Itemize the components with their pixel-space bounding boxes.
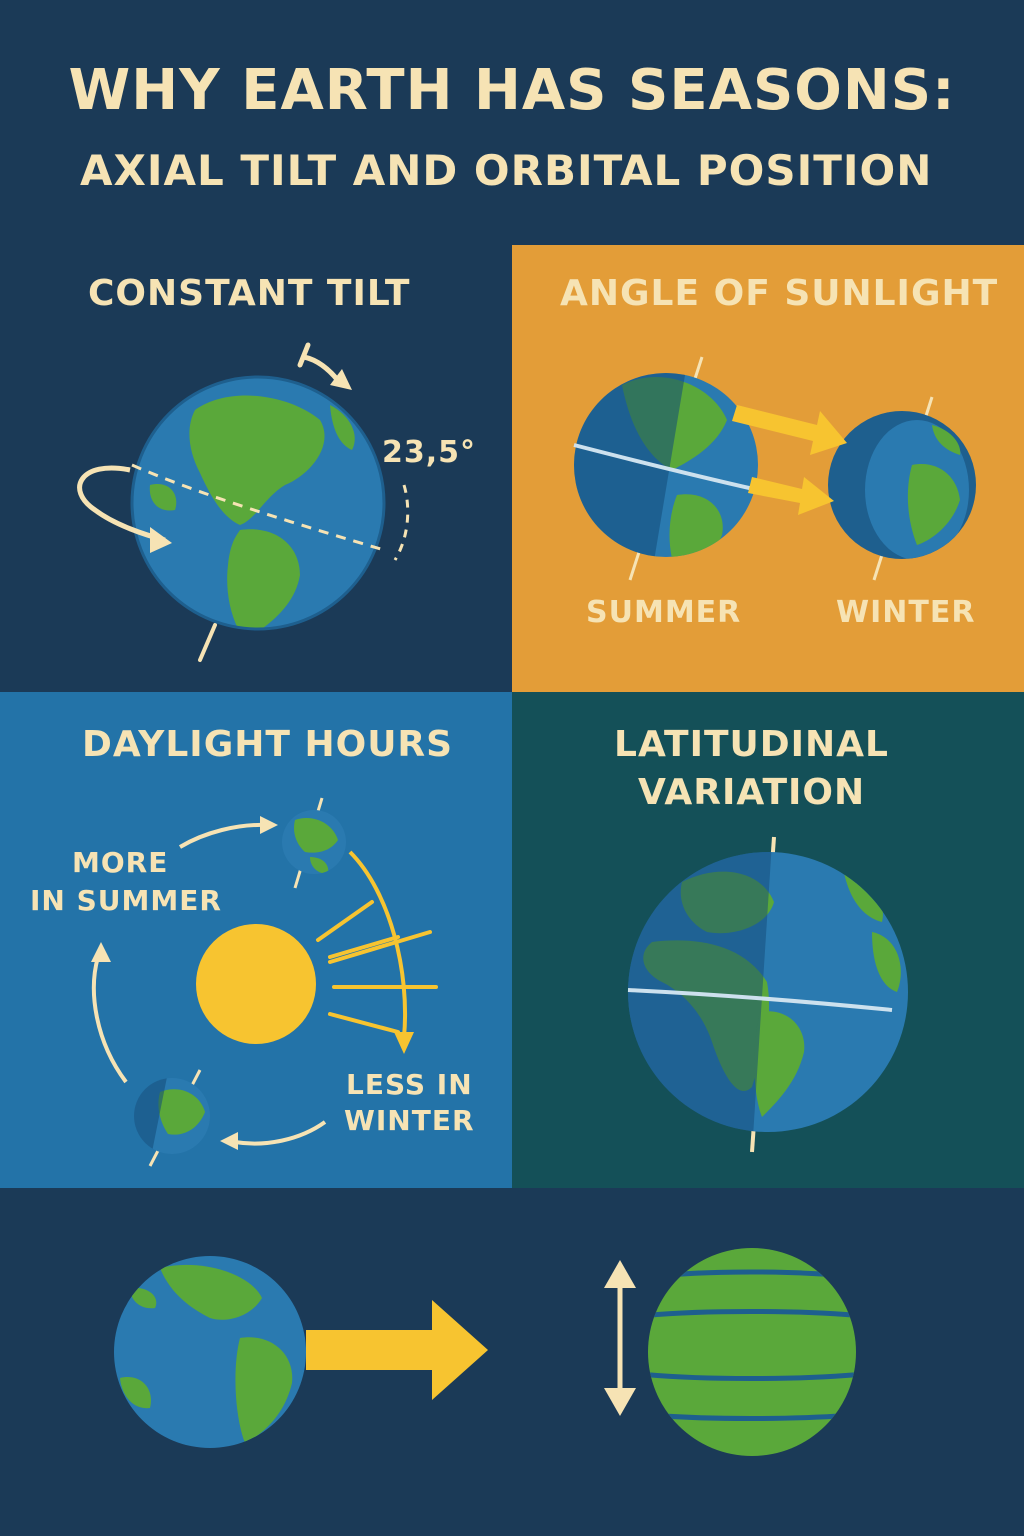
less-in-winter-label-line1: LESS IN bbox=[346, 1068, 473, 1101]
orbit-arrow-left bbox=[91, 956, 128, 1084]
tilt-arrow-tick bbox=[297, 342, 311, 368]
globe-icon bbox=[114, 1256, 306, 1448]
orbit-arrow-bottom bbox=[234, 1120, 327, 1146]
globe-icon bbox=[627, 852, 908, 1132]
panel-bottom-summary bbox=[0, 1188, 1024, 1536]
rotation-arrow-icon bbox=[77, 465, 166, 543]
globe-icon bbox=[134, 1078, 210, 1154]
panel-constant-tilt: CONSTANT TILT 23,5° bbox=[0, 245, 512, 692]
banded-globe-icon bbox=[648, 1248, 856, 1456]
globe-icon bbox=[282, 810, 346, 874]
sunlight-arrow-icon bbox=[748, 477, 834, 515]
tilt-marker-dashed bbox=[393, 484, 410, 561]
panel-title-angle-of-sunlight: ANGLE OF SUNLIGHT bbox=[560, 273, 999, 314]
summer-globe-icon bbox=[573, 373, 759, 557]
latitudinal-variation-illustration bbox=[627, 836, 908, 1153]
summer-label: SUMMER bbox=[586, 595, 742, 630]
winter-label: WINTER bbox=[836, 595, 976, 630]
tilt-arrowhead bbox=[330, 369, 352, 390]
constant-tilt-illustration bbox=[77, 342, 410, 662]
globe-icon bbox=[130, 375, 386, 631]
rotation-arrowhead bbox=[150, 527, 172, 553]
sun-icon bbox=[196, 924, 316, 1044]
panel-latitudinal-variation: LATITUDINAL VARIATION bbox=[512, 692, 1024, 1188]
orbit-arrow-top bbox=[178, 822, 267, 849]
more-in-summer-label-line2: IN SUMMER bbox=[30, 884, 222, 917]
tilt-angle-label: 23,5° bbox=[382, 435, 477, 470]
panel-title-latitudinal-line2: VARIATION bbox=[638, 772, 866, 813]
orbit-arrowhead-top bbox=[260, 816, 278, 834]
less-in-winter-label-line2: WINTER bbox=[344, 1104, 475, 1137]
angle-of-sunlight-illustration bbox=[573, 356, 976, 581]
orbit-arrow-right bbox=[348, 850, 408, 1038]
axis-line-icon bbox=[198, 623, 217, 662]
page-title: WHY EARTH HAS SEASONS: bbox=[68, 58, 956, 123]
header: WHY EARTH HAS SEASONS: AXIAL TILT AND OR… bbox=[0, 0, 1024, 245]
sunlight-arrow-icon bbox=[732, 405, 847, 455]
page-subtitle: AXIAL TILT AND ORBITAL POSITION bbox=[80, 146, 933, 195]
sun-rays bbox=[316, 900, 438, 1034]
more-in-summer-label-line1: MORE bbox=[72, 846, 169, 879]
double-arrow-icon bbox=[604, 1260, 636, 1416]
equator-dashed-line bbox=[131, 463, 385, 552]
bottom-illustration bbox=[114, 1248, 856, 1456]
panel-title-constant-tilt: CONSTANT TILT bbox=[88, 273, 411, 314]
orbit-arrowhead-left bbox=[91, 942, 111, 962]
sunlight-arrow-icon bbox=[306, 1300, 488, 1400]
panel-title-latitudinal-line1: LATITUDINAL bbox=[614, 724, 889, 765]
panel-title-daylight-hours: DAYLIGHT HOURS bbox=[82, 724, 454, 765]
panel-daylight-hours: DAYLIGHT HOURS bbox=[0, 692, 512, 1188]
panel-angle-of-sunlight: ANGLE OF SUNLIGHT bbox=[512, 245, 1024, 692]
orbit-arrowhead-bottom bbox=[220, 1132, 238, 1150]
orbit-arrowhead-right bbox=[394, 1032, 414, 1054]
daylight-hours-illustration bbox=[91, 797, 438, 1167]
winter-globe-icon bbox=[828, 411, 976, 559]
